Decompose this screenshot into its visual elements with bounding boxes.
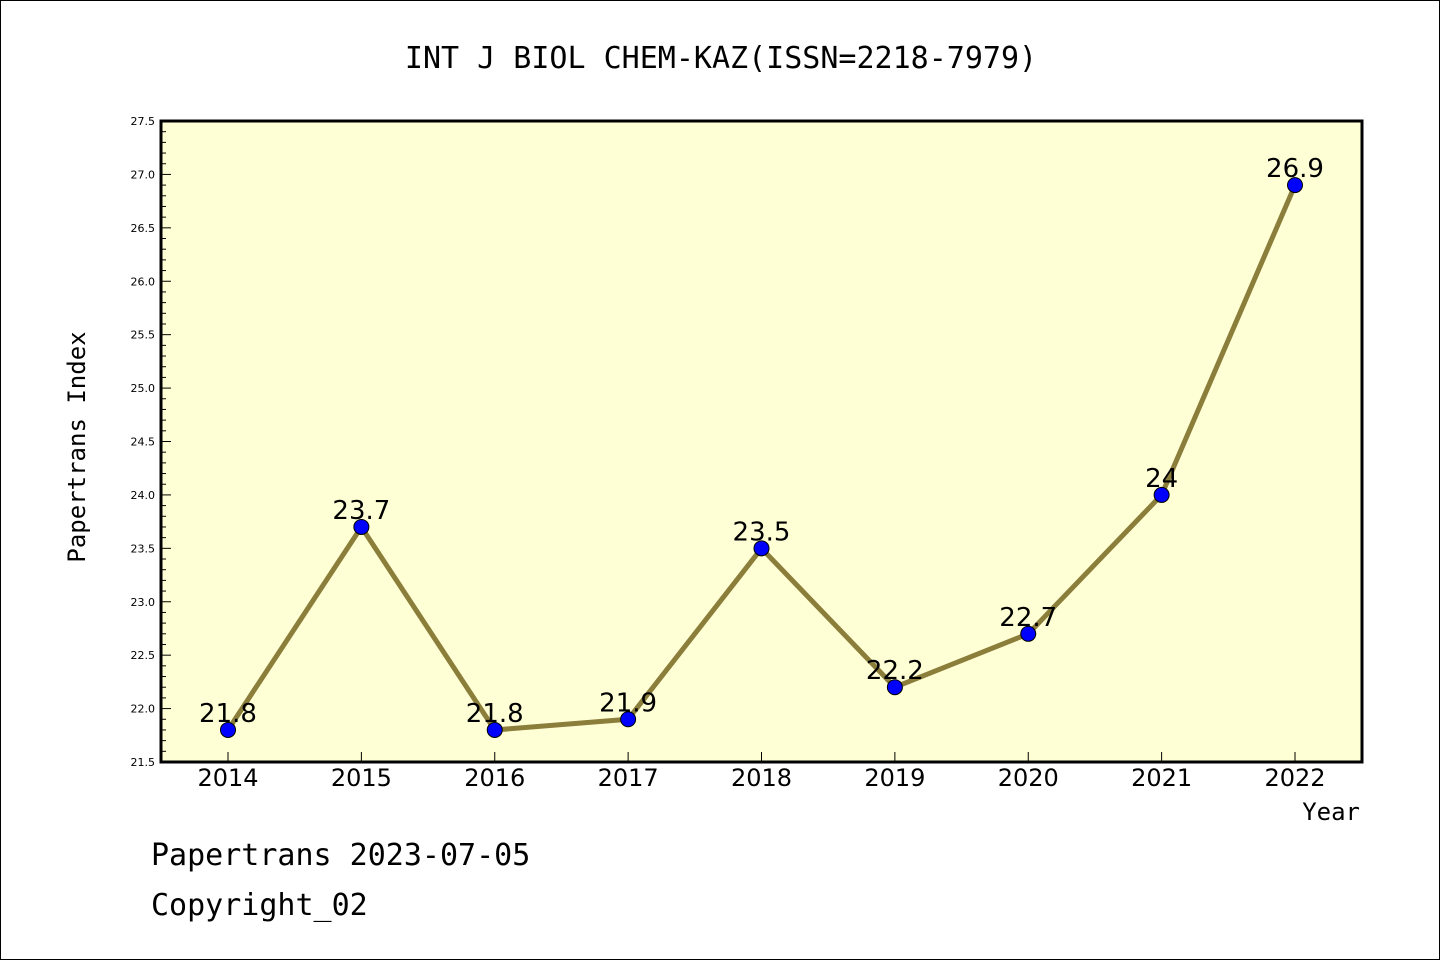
y-tick-label: 23.5 [131,542,156,555]
data-point-group [220,177,1303,738]
data-point [486,721,503,738]
y-tick-label: 21.5 [131,756,156,769]
footer-copyright: Copyright_02 [151,888,368,923]
x-tick-label: 2020 [998,764,1059,792]
footer-date: Papertrans 2023-07-05 [151,838,530,873]
plot-area [161,121,1362,762]
x-axis-label: Year [1302,798,1360,826]
x-tick-label: 2014 [197,764,258,792]
data-point [753,540,770,557]
data-label: 21.8 [466,699,524,729]
plot-border [159,119,1364,764]
data-label: 21.8 [199,699,257,729]
data-label: 22.7 [999,603,1057,633]
y-tick-label: 22.5 [131,649,156,662]
y-tick-label: 26.5 [131,222,156,235]
x-tick-label: 2022 [1264,764,1325,792]
data-point [1020,625,1037,642]
data-label: 23.7 [332,496,390,526]
y-tick-label: 26.0 [131,275,156,288]
x-tick-label: 2018 [731,764,792,792]
data-point [1287,177,1303,194]
x-tick-label: 2017 [598,764,659,792]
x-axis: 2014 2015 2016 2017 2018 2019 2020 2021 2022 [197,752,1326,792]
chart-title: INT J BIOL CHEM-KAZ(ISSN=2218-7979) [405,41,1037,76]
y-tick-label: 22.0 [131,703,156,716]
x-tick-label: 2015 [331,764,392,792]
y-tick-label: 25.0 [131,382,156,395]
x-tick-label: 2016 [464,764,525,792]
y-tick-label: 24.5 [131,436,156,449]
data-point [620,711,637,728]
data-label-group: 21.8 23.7 21.8 21.9 23.5 22.2 22.7 24 26.9 [199,154,1324,729]
y-axis-label: Papertrans Index [63,331,91,562]
data-label: 24 [1145,464,1178,494]
y-tick-label: 27.5 [131,115,156,128]
data-point [353,518,370,535]
data-label: 22.2 [866,656,924,686]
data-point [1153,486,1170,503]
data-label: 26.9 [1266,154,1324,184]
x-tick-label: 2021 [1131,764,1192,792]
data-label: 23.5 [733,517,791,547]
x-tick-label: 2019 [864,764,925,792]
y-tick-label: 23.0 [131,596,156,609]
y-tick-label: 24.0 [131,489,156,502]
y-tick-label: 27.0 [131,168,156,181]
data-point [220,721,236,738]
y-tick-label: 25.5 [131,329,156,342]
data-label: 21.9 [599,688,657,718]
data-point [886,679,903,696]
